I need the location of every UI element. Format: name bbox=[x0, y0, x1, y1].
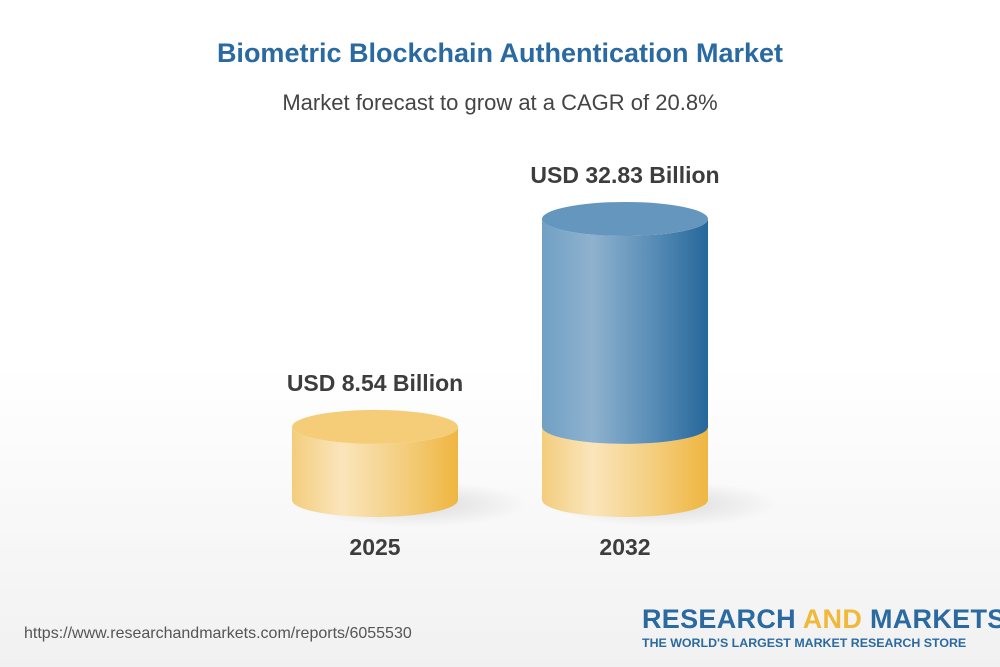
data-label: USD 32.83 Billion bbox=[530, 162, 719, 188]
chart-title: Biometric Blockchain Authentication Mark… bbox=[216, 38, 784, 68]
cylinder-top-2032 bbox=[542, 201, 708, 236]
category-label: 2032 bbox=[599, 534, 650, 560]
cylinder-base-2025 bbox=[292, 426, 458, 517]
chart-subtitle: Market forecast to grow at a CAGR of 20.… bbox=[282, 90, 718, 115]
research-and-markets-logo: RESEARCH AND MARKETS THE WORLD'S LARGEST… bbox=[642, 604, 1000, 650]
cylinder-base-2032 bbox=[542, 426, 708, 517]
cylinder-growth-2032 bbox=[542, 218, 708, 444]
data-label: USD 8.54 Billion bbox=[287, 370, 463, 396]
category-label: 2025 bbox=[349, 534, 400, 560]
cylinder-top-2025 bbox=[292, 409, 458, 444]
source-url[interactable]: https://www.researchandmarkets.com/repor… bbox=[24, 625, 412, 642]
